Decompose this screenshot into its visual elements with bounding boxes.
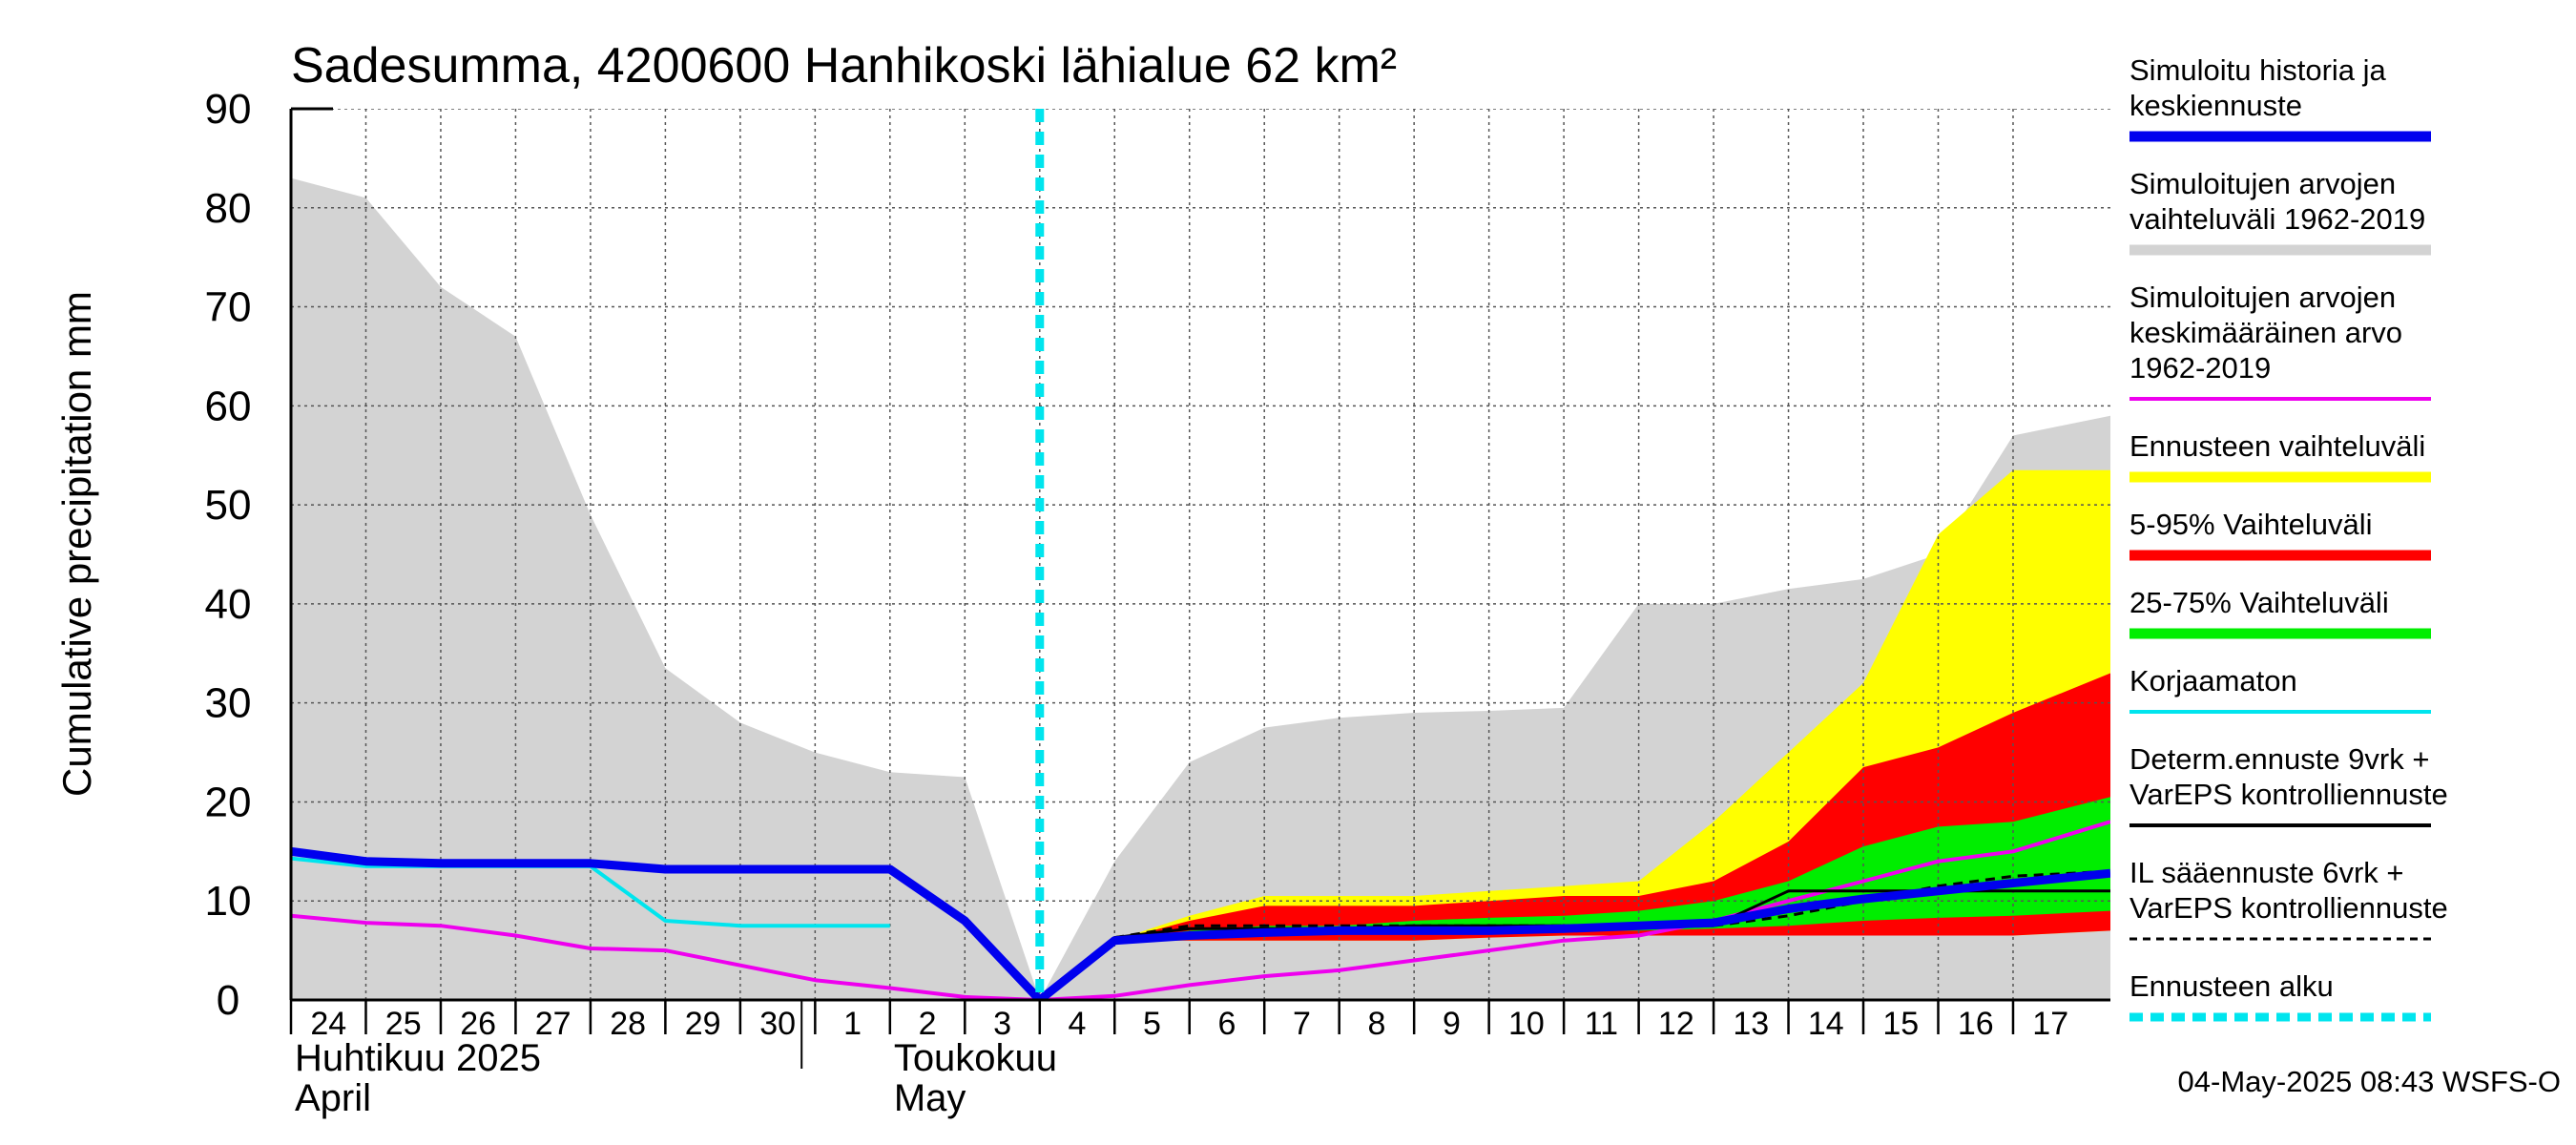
x-tick-label-2: 26 [460, 1006, 496, 1042]
y-tick-label-7: 70 [205, 284, 252, 331]
legend-item-3: Ennusteen vaihteluväli [2129, 429, 2431, 483]
y-axis-label: Cumulative precipitation mm [54, 291, 99, 797]
x-tick-label-0: 24 [310, 1006, 346, 1042]
x-tick-label-1: 25 [385, 1006, 422, 1042]
legend-label-6-0: Korjaamaton [2129, 664, 2297, 697]
x-tick-label-12: 6 [1218, 1006, 1236, 1042]
legend-label-2-0: Simuloitujen arvojen [2129, 281, 2396, 314]
x-tick-label-8: 2 [919, 1006, 937, 1042]
legend-item-9: Ennusteen alku [2129, 969, 2431, 1022]
y-tick-label-0: 0 [217, 977, 239, 1024]
y-tick-label-8: 80 [205, 185, 252, 232]
x-tick-label-6: 30 [759, 1006, 796, 1042]
legend-label-0-1: keskiennuste [2129, 89, 2302, 122]
legend-label-8-1: VarEPS kontrolliennuste [2129, 891, 2448, 925]
x-tick-label-20: 14 [1808, 1006, 1844, 1042]
month-label-0-0: Huhtikuu 2025 [295, 1037, 541, 1079]
legend-label-3-0: Ennusteen vaihteluväli [2129, 429, 2425, 463]
legend-item-4: 5-95% Vaihteluväli [2129, 508, 2431, 561]
x-tick-label-17: 11 [1585, 1006, 1618, 1042]
legend-label-2-1: keskimääräinen arvo [2129, 316, 2402, 349]
x-tick-label-16: 10 [1508, 1006, 1545, 1042]
legend-label-4-0: 5-95% Vaihteluväli [2129, 508, 2372, 541]
legend-label-2-2: 1962-2019 [2129, 351, 2271, 385]
y-tick-label-4: 40 [205, 581, 252, 628]
legend: Simuloitu historia jakeskiennusteSimuloi… [2129, 53, 2448, 1022]
chart-title: Sadesumma, 4200600 Hanhikoski lähialue 6… [291, 38, 1397, 94]
x-tick-label-5: 29 [685, 1006, 721, 1042]
x-tick-label-23: 17 [2032, 1006, 2068, 1042]
x-tick-label-19: 13 [1733, 1006, 1769, 1042]
legend-label-5-0: 25-75% Vaihteluväli [2129, 586, 2389, 619]
legend-label-1-1: vaihteluväli 1962-2019 [2129, 202, 2425, 236]
x-tick-label-10: 4 [1069, 1006, 1087, 1042]
y-tick-label-9: 90 [205, 86, 252, 133]
legend-label-9-0: Ennusteen alku [2129, 969, 2334, 1003]
x-tick-label-14: 8 [1367, 1006, 1385, 1042]
grid [291, 109, 2110, 1000]
series-line-0 [291, 820, 2110, 1000]
month-label-1-1: May [894, 1077, 966, 1119]
y-tick-label-1: 10 [205, 878, 252, 925]
month-label-0-1: April [295, 1077, 371, 1119]
y-tick-label-3: 30 [205, 680, 252, 727]
month-label-1-0: Toukokuu [894, 1037, 1057, 1079]
band-0 [291, 177, 2110, 1000]
legend-item-7: Determ.ennuste 9vrk +VarEPS kontrollienn… [2129, 742, 2448, 827]
legend-label-1-0: Simuloitujen arvojen [2129, 167, 2396, 200]
x-tick-label-9: 3 [993, 1006, 1011, 1042]
series-line-4 [291, 846, 2110, 1000]
legend-label-8-0: IL sääennuste 6vrk + [2129, 856, 2404, 889]
x-tick-label-3: 27 [535, 1006, 571, 1042]
legend-label-7-0: Determ.ennuste 9vrk + [2129, 742, 2429, 776]
legend-item-5: 25-75% Vaihteluväli [2129, 586, 2431, 639]
footer-timestamp: 04-May-2025 08:43 WSFS-O [2178, 1065, 2561, 1098]
y-tick-label-5: 50 [205, 482, 252, 529]
x-tick-label-11: 5 [1143, 1006, 1161, 1042]
x-tick-label-15: 9 [1443, 1006, 1461, 1042]
plot-area [291, 109, 2110, 1000]
y-tick-label-2: 20 [205, 779, 252, 825]
legend-item-6: Korjaamaton [2129, 664, 2431, 714]
x-tick-label-21: 15 [1882, 1006, 1919, 1042]
x-tick-label-4: 28 [610, 1006, 646, 1042]
x-tick-label-18: 12 [1658, 1006, 1694, 1042]
legend-label-7-1: VarEPS kontrolliennuste [2129, 778, 2448, 811]
x-tick-label-7: 1 [843, 1006, 862, 1042]
legend-item-8: IL sääennuste 6vrk + VarEPS kontrollienn… [2129, 856, 2448, 941]
y-tick-label-6: 60 [205, 383, 252, 429]
x-tick-label-22: 16 [1958, 1006, 1994, 1042]
x-tick-label-13: 7 [1293, 1006, 1311, 1042]
legend-label-0-0: Simuloitu historia ja [2129, 53, 2387, 87]
